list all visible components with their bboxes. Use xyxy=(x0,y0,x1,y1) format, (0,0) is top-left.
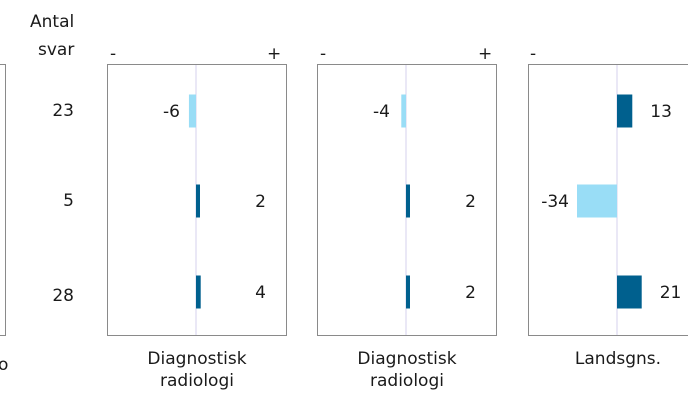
panel-3-value-label-row-3: 21 xyxy=(660,283,682,303)
panel-2-value-label-row-2: 2 xyxy=(465,192,476,212)
panel-2-bar-row-3 xyxy=(406,275,410,309)
panel-2-title-line2: radiologi xyxy=(370,371,444,391)
panel-2-title-line1: Diagnostisk xyxy=(357,349,457,369)
count-header-line2: svar xyxy=(38,40,75,60)
panel-2-value-label-row-3: 2 xyxy=(465,283,476,303)
panel-3-bar-row-3 xyxy=(617,275,642,309)
panel-2-bar-row-2 xyxy=(406,184,410,218)
panel-2-value-label-row-1: -4 xyxy=(373,102,390,122)
panel-3-bar-row-1 xyxy=(617,94,633,128)
panel-3-minus-label: - xyxy=(530,44,537,64)
answer-count-row-2: 5 xyxy=(63,191,74,211)
panel-2-plus-label: + xyxy=(478,44,493,64)
panel-1-title-line1: Diagnostisk xyxy=(147,349,247,369)
panel-2-frame xyxy=(317,64,497,336)
panel-1-minus-label: - xyxy=(110,44,117,64)
panel-1-value-label-row-1: -6 xyxy=(163,102,180,122)
panel-1-value-label-row-2: 2 xyxy=(255,192,266,212)
answer-count-row-1: 23 xyxy=(52,101,74,121)
panel-1-bar-row-3 xyxy=(196,275,201,309)
partial-panel-frame xyxy=(0,64,6,336)
panel-3-title: Landsgns. xyxy=(528,348,688,370)
panel-2-title: Diagnostisk radiologi xyxy=(317,348,497,392)
panel-2-minus-label: - xyxy=(320,44,327,64)
partial-panel-label: o xyxy=(0,355,9,375)
panel-1-plus-label: + xyxy=(267,44,282,64)
panel-3-frame xyxy=(528,64,688,336)
answer-count-row-3: 28 xyxy=(52,286,74,306)
panel-1-frame xyxy=(107,64,287,336)
panel-1-bar-row-2 xyxy=(196,184,200,218)
panel-3-value-label-row-1: 13 xyxy=(650,102,672,122)
panel-3-bar-row-2 xyxy=(577,184,617,218)
panel-1-bar-row-1 xyxy=(188,94,196,128)
count-header-line1: Antal xyxy=(30,12,75,32)
panel-2-bar-row-1 xyxy=(401,94,406,128)
panel-1-title-line2: radiologi xyxy=(160,371,234,391)
panel-3-value-label-row-2: -34 xyxy=(541,192,569,212)
panel-1-title: Diagnostisk radiologi xyxy=(107,348,287,392)
panel-1-value-label-row-3: 4 xyxy=(255,283,266,303)
panel-3-title-line1: Landsgns. xyxy=(574,349,662,369)
